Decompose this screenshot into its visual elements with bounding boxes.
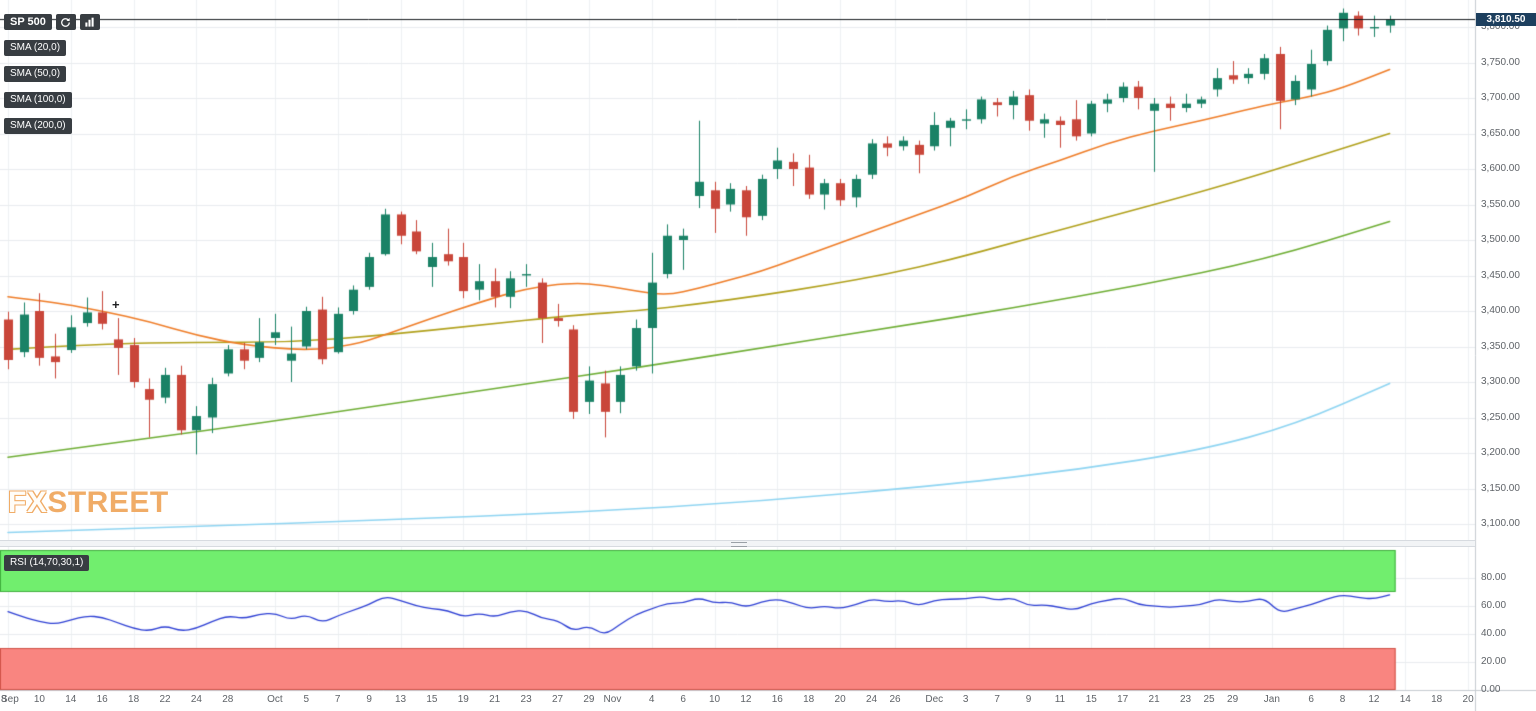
time-tick-label: 24 <box>865 694 878 705</box>
time-tick-label: 16 <box>96 694 108 705</box>
time-tick-label: 29 <box>583 694 595 705</box>
time-tick-label: Nov <box>603 694 622 705</box>
watermark-fx: FX <box>8 486 48 519</box>
time-tick-label: 29 <box>1227 694 1239 705</box>
rsi-tick-label: 0.00 <box>1481 684 1501 695</box>
price-tick-label: 3,150.00 <box>1481 482 1520 494</box>
time-tick-label: 10 <box>33 694 45 705</box>
time-tick-label: 25 <box>1203 694 1215 705</box>
time-tick-label: Dec <box>925 694 944 705</box>
price-tick-label: 3,350.00 <box>1481 340 1520 352</box>
time-tick-label: 12 <box>1368 694 1380 705</box>
price-tick-label: 3,100.00 <box>1481 518 1520 529</box>
time-tick-label: 20 <box>1462 694 1474 705</box>
bar-chart-icon <box>85 17 95 27</box>
time-tick-label: 11 <box>1054 694 1066 705</box>
price-tick-label: 3,400.00 <box>1481 305 1520 316</box>
crosshair-marker: + <box>112 297 120 312</box>
time-tick-label: 18 <box>128 694 140 705</box>
time-tick-label: 27 <box>551 694 564 705</box>
time-tick-label: 4 <box>648 694 655 705</box>
time-tick-label: 12 <box>740 694 752 705</box>
watermark-street: STREET <box>47 486 169 519</box>
time-tick-label: Sep <box>1 694 19 705</box>
time-tick-label: 15 <box>426 694 438 705</box>
time-axis[interactable]: Sep 8 10 14 16 18 22 24 28 Oct 5 7 9 13 15 19 21 23 27 29 No… <box>0 691 1536 711</box>
sma-badge-50[interactable]: SMA (50,0) <box>4 66 67 82</box>
price-tick-label: 3,450.00 <box>1481 269 1520 281</box>
time-tick-label: 15 <box>1085 694 1097 705</box>
time-tick-label: Jan <box>1263 694 1280 705</box>
time-tick-label: 8 <box>1 694 7 705</box>
divider-handle[interactable] <box>731 542 747 547</box>
time-tick-label: 23 <box>520 694 532 705</box>
time-tick-label: 14 <box>65 694 77 705</box>
time-tick-label: Oct <box>267 694 283 705</box>
time-tick-label: 23 <box>1179 694 1192 705</box>
sma-badge-100[interactable]: SMA (100,0) <box>4 92 72 108</box>
time-tick-label: 28 <box>222 694 234 705</box>
time-tick-label: 3 <box>962 694 969 705</box>
time-tick-label: 18 <box>1431 694 1443 705</box>
chart-type-button[interactable] <box>79 14 100 30</box>
time-tick-label: 9 <box>366 694 372 705</box>
last-price-badge: 3,810.50 <box>1476 13 1536 26</box>
time-tick-label: 9 <box>1025 694 1032 705</box>
time-tick-label: 16 <box>771 694 783 705</box>
price-tick-label: 3,300.00 <box>1481 376 1520 387</box>
price-tick-label: 3,800.00 <box>1481 21 1520 32</box>
time-tick-label: 7 <box>994 694 1000 705</box>
time-tick-label: 8 <box>1339 694 1346 705</box>
time-tick-label: 14 <box>1399 694 1411 705</box>
time-tick-label: 17 <box>1117 694 1129 705</box>
pane-divider <box>0 540 1475 547</box>
rsi-badge[interactable]: RSI (14,70,30,1) <box>4 555 90 571</box>
symbol-badge[interactable]: SP 500 <box>4 14 52 30</box>
rsi-tick-label: 40.00 <box>1481 628 1507 639</box>
price-tick-label: 3,700.00 <box>1481 92 1520 103</box>
rsi-tick-label: 60.00 <box>1481 600 1507 611</box>
refresh-button[interactable] <box>55 14 76 30</box>
time-tick-label: 7 <box>334 694 341 705</box>
time-tick-label: 6 <box>1308 694 1314 705</box>
time-tick-label: 26 <box>889 694 901 705</box>
time-tick-label: 6 <box>680 694 686 705</box>
time-tick-label: 21 <box>1148 694 1160 705</box>
price-tick-label: 3,200.00 <box>1481 447 1520 458</box>
rsi-axis[interactable]: 80.00 60.00 40.00 20.00 0.00 <box>1475 548 1536 695</box>
price-tick-label: 3,600.00 <box>1481 163 1520 174</box>
refresh-icon <box>61 17 71 27</box>
rsi-tick-label: 20.00 <box>1481 656 1507 667</box>
rsi-tick-label: 80.00 <box>1481 572 1507 583</box>
price-tick-label: 3,750.00 <box>1481 56 1520 68</box>
sma-badges: SMA (20,0) SMA (50,0) SMA (100,0) SMA (200,… <box>4 40 72 134</box>
toolbar: SP 500 <box>4 14 100 30</box>
time-tick-label: 5 <box>303 694 310 705</box>
time-tick-label: 21 <box>489 694 501 705</box>
time-tick-label: 24 <box>190 694 202 705</box>
time-tick-label: 22 <box>159 694 171 705</box>
price-axis[interactable]: 3,800.00 3,750.00 3,700.00 3,650.00 3,600.00… <box>1475 0 1536 541</box>
time-tick-label: 10 <box>708 694 721 705</box>
time-tick-label: 20 <box>834 694 846 705</box>
price-tick-label: 3,650.00 <box>1481 127 1520 139</box>
sma-badge-20[interactable]: SMA (20,0) <box>4 40 67 56</box>
sma-badge-200[interactable]: SMA (200,0) <box>4 118 72 134</box>
time-tick-label: 18 <box>803 694 815 705</box>
price-tick-label: 3,250.00 <box>1481 411 1520 423</box>
price-tick-label: 3,550.00 <box>1481 198 1520 210</box>
time-tick-label: 13 <box>394 694 407 705</box>
price-tick-label: 3,500.00 <box>1481 234 1520 245</box>
fxstreet-watermark: FXSTREET <box>8 486 169 520</box>
time-tick-label: 19 <box>457 694 469 705</box>
